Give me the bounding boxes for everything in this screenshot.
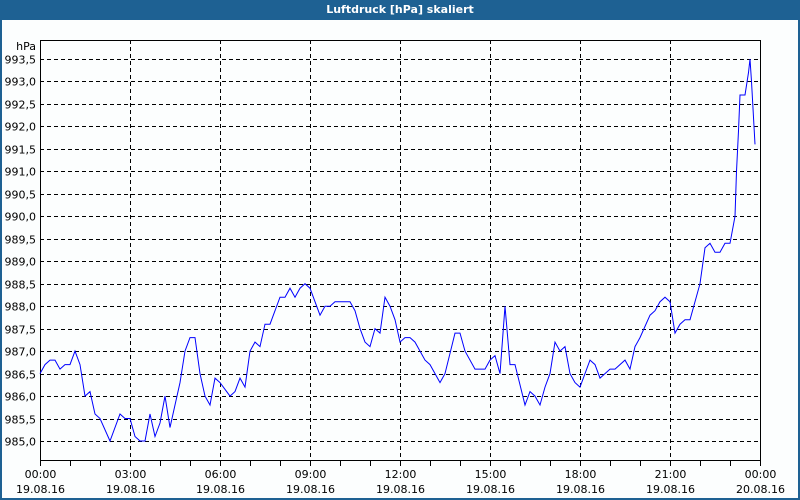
x-tick-time: 00:00 [25,468,57,481]
y-tick-label: 989,5 [5,234,37,247]
x-tick-time: 06:00 [205,468,237,481]
y-axis-unit: hPa [16,40,36,53]
x-tick-time: 03:00 [115,468,147,481]
plot-frame [40,40,761,461]
y-tick-label: 985,5 [5,414,37,427]
y-tick-label: 992,5 [5,99,37,112]
x-tick-time: 09:00 [295,468,327,481]
x-tick-date: 19.08.16 [196,483,245,496]
y-tick-label: 992,0 [5,121,37,134]
x-tick-date: 19.08.16 [286,483,335,496]
grid [40,40,760,461]
x-tick-time: 12:00 [385,468,417,481]
x-tick-date: 19.08.16 [16,483,65,496]
y-tick-label: 986,5 [5,369,37,382]
y-tick-label: 993,0 [5,76,37,89]
y-tick-label: 991,5 [5,144,37,157]
x-tick-time: 18:00 [565,468,597,481]
y-tick-label: 987,0 [5,346,37,359]
y-tick-label: 988,0 [5,301,37,314]
y-tick-label: 990,0 [5,211,37,224]
x-tick-time: 15:00 [475,468,507,481]
series-layer [39,58,756,443]
x-axis: 00:00 19.08.16 03:00 19.08.16 06:00 19.08.16 0… [16,461,785,496]
x-tick-date: 19.08.16 [646,483,695,496]
y-tick-label: 991,0 [5,166,37,179]
y-tick-label: 990,5 [5,189,37,202]
x-tick-date: 19.08.16 [556,483,605,496]
x-tick-time: 21:00 [655,468,687,481]
window-title: Luftdruck [hPa] skaliert [0,0,800,20]
y-tick-label: 987,5 [5,324,37,337]
x-tick-time: 00:00 [745,468,777,481]
x-tick-date: 19.08.16 [106,483,155,496]
x-tick-date: 20.08.16 [736,483,785,496]
pressure-line [39,58,756,443]
y-tick-label: 988,5 [5,279,37,292]
y-tick-label: 985,0 [5,436,37,449]
y-tick-label: 986,0 [5,391,37,404]
x-tick-date: 19.08.16 [376,483,425,496]
y-tick-label: 989,0 [5,256,37,269]
y-axis: 985,0 985,5 986,0 986,5 987,0 987,5 988,0 988,5… [5,54,37,449]
y-tick-label: 993,5 [5,54,37,67]
x-tick-date: 19.08.16 [466,483,515,496]
